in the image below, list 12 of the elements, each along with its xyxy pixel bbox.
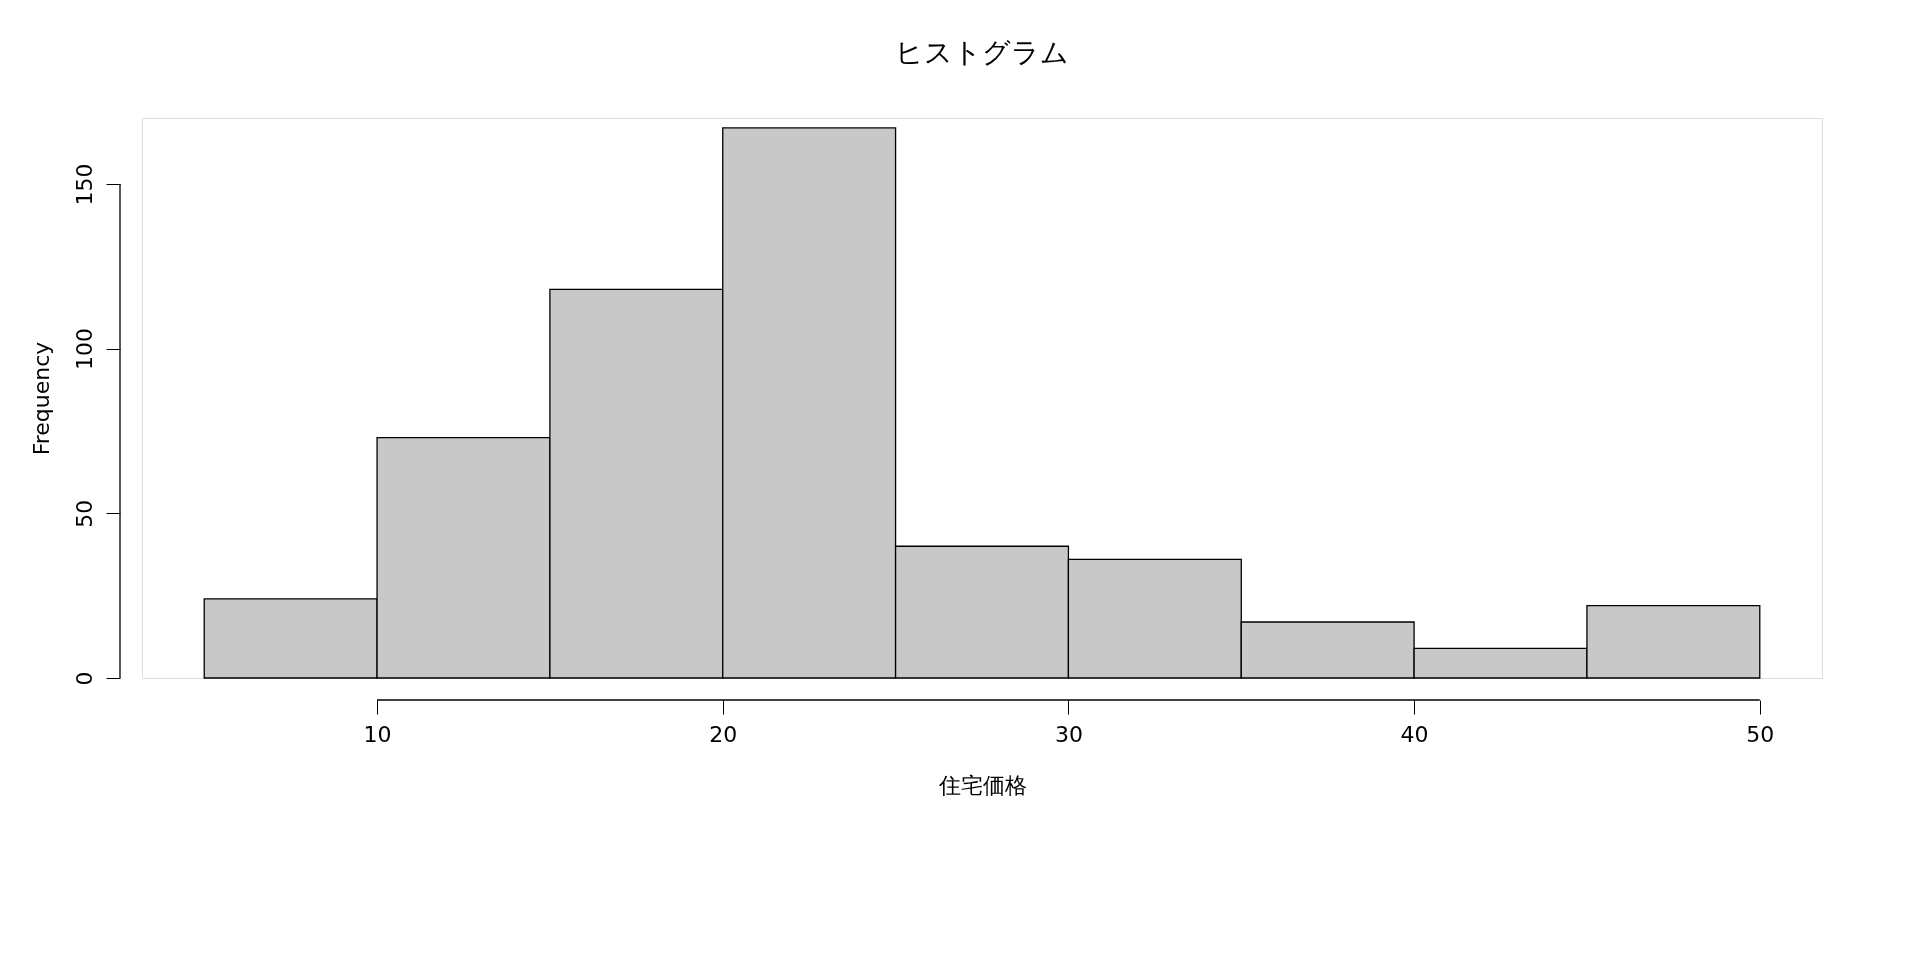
y-tick-label: 0	[71, 671, 97, 686]
y-tick-label: 100	[71, 328, 97, 371]
x-tick-label: 10	[363, 721, 392, 747]
x-tick-label: 50	[1746, 721, 1775, 747]
x-tick-label: 30	[1054, 721, 1083, 747]
y-tick-label: 50	[71, 499, 97, 528]
y-axis-title: Frequency	[28, 341, 54, 456]
x-tick-label: 40	[1400, 721, 1429, 747]
x-axis-title: 住宅価格	[937, 772, 1027, 798]
y-tick-label: 150	[71, 163, 97, 206]
x-tick-label: 20	[709, 721, 738, 747]
chart-title: ヒストグラム	[895, 36, 1069, 69]
